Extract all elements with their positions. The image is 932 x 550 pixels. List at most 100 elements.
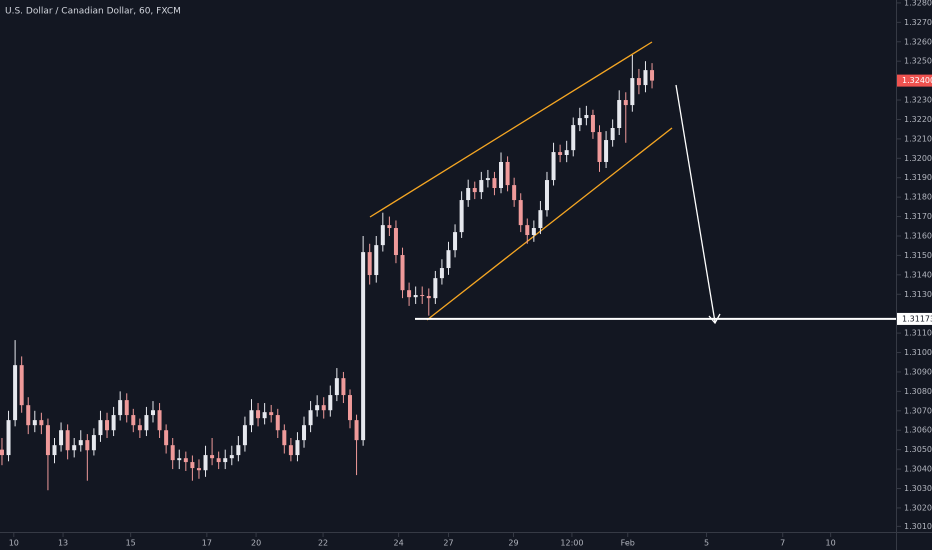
y-tick-label: 1.30300 [904, 484, 932, 493]
candle-body [597, 132, 602, 162]
y-tick-label: 1.32200 [904, 115, 932, 124]
candle-body [262, 412, 267, 419]
x-tick-label: 27 [443, 539, 453, 548]
candle-body [512, 185, 517, 201]
candle-body [223, 458, 228, 463]
candle-body [13, 365, 18, 421]
candle-body [531, 228, 536, 236]
candle-body [571, 125, 576, 151]
x-tick-label: 20 [251, 539, 261, 548]
x-tick-label: 29 [508, 539, 518, 548]
x-tick-label: 10 [9, 539, 19, 548]
y-tick-label: 1.31700 [904, 212, 932, 221]
y-tick-label: 1.32700 [904, 18, 932, 27]
candle-body [610, 127, 615, 141]
candle-body [295, 440, 300, 456]
y-tick-label: 1.30400 [904, 465, 932, 474]
candle-body [525, 225, 530, 236]
x-tick-label: 13 [58, 539, 68, 548]
candle-body [124, 400, 129, 416]
candle-body [105, 420, 110, 431]
candle-body [558, 152, 563, 155]
candle-body [485, 178, 490, 181]
candle-body [256, 410, 261, 419]
candle-body [459, 200, 464, 233]
candle-body [32, 420, 37, 426]
candle-body [59, 430, 64, 446]
candle-body [137, 425, 142, 431]
candle-body [590, 114, 595, 133]
candle-body [433, 278, 438, 299]
x-tick-label: Feb [621, 539, 635, 548]
candle-body [426, 296, 431, 299]
candle-body [98, 420, 103, 436]
candle-body [538, 210, 543, 229]
candle-body [479, 180, 484, 193]
candle-body [229, 455, 234, 459]
x-tick-label: 15 [126, 539, 136, 548]
x-tick-label: 12:00 [560, 539, 583, 548]
candle-body [177, 458, 182, 461]
y-tick-label: 1.31000 [904, 348, 932, 357]
candle-body [393, 228, 398, 256]
candle-body [407, 290, 412, 298]
candle-body [347, 395, 352, 421]
candle-body [617, 100, 622, 128]
candle-body [216, 458, 221, 463]
x-tick-label: 10 [826, 539, 836, 548]
y-tick-label: 1.31500 [904, 251, 932, 260]
candle-body [623, 100, 628, 106]
y-tick-label: 1.30600 [904, 426, 932, 435]
y-tick-label: 1.32800 [904, 0, 932, 7]
candle-body [275, 415, 280, 431]
candle-body [630, 78, 635, 106]
candle-body [374, 245, 379, 276]
candle-body [164, 430, 169, 446]
last-price-label: 1.32400 [902, 76, 932, 85]
candle-body [242, 425, 247, 446]
y-tick-label: 1.31900 [904, 173, 932, 182]
candle-body [577, 118, 582, 126]
y-tick-label: 1.31800 [904, 193, 932, 202]
candle-body [302, 425, 307, 441]
candle-body [361, 252, 366, 441]
candle-body [170, 445, 175, 461]
candle-body [78, 440, 83, 446]
x-tick-label: 24 [393, 539, 403, 548]
support-label-box [897, 312, 932, 325]
support-label: 1.31173 [902, 314, 932, 323]
candle-body [551, 152, 556, 181]
x-tick-label: 17 [202, 539, 212, 548]
candle-body [26, 405, 31, 426]
x-tick-label: 22 [318, 539, 328, 548]
candle-body [52, 445, 57, 456]
candle-body [308, 410, 313, 426]
candle-body [453, 232, 458, 251]
candle-body [604, 140, 609, 162]
candle-body [315, 405, 320, 411]
y-tick-label: 1.32300 [904, 96, 932, 105]
y-tick-label: 1.30900 [904, 367, 932, 376]
candle-body [439, 268, 444, 279]
candle-body [564, 150, 569, 155]
candle-body [236, 445, 241, 456]
candle-body [150, 410, 155, 416]
candle-body [499, 161, 504, 189]
candle-body [387, 225, 392, 229]
y-tick-label: 1.30200 [904, 503, 932, 512]
candle-body [210, 455, 215, 459]
candle-body [0, 449, 4, 456]
candle-body [334, 378, 339, 396]
candle-body [420, 295, 425, 297]
candle-body [544, 180, 549, 211]
y-tick-label: 1.32500 [904, 57, 932, 66]
candle-body [584, 114, 589, 119]
candle-body [6, 420, 11, 456]
candle-body [413, 295, 418, 298]
y-tick-label: 1.32000 [904, 154, 932, 163]
candle-body [183, 458, 188, 463]
candle-body [39, 420, 44, 426]
channel-lower [426, 127, 673, 321]
